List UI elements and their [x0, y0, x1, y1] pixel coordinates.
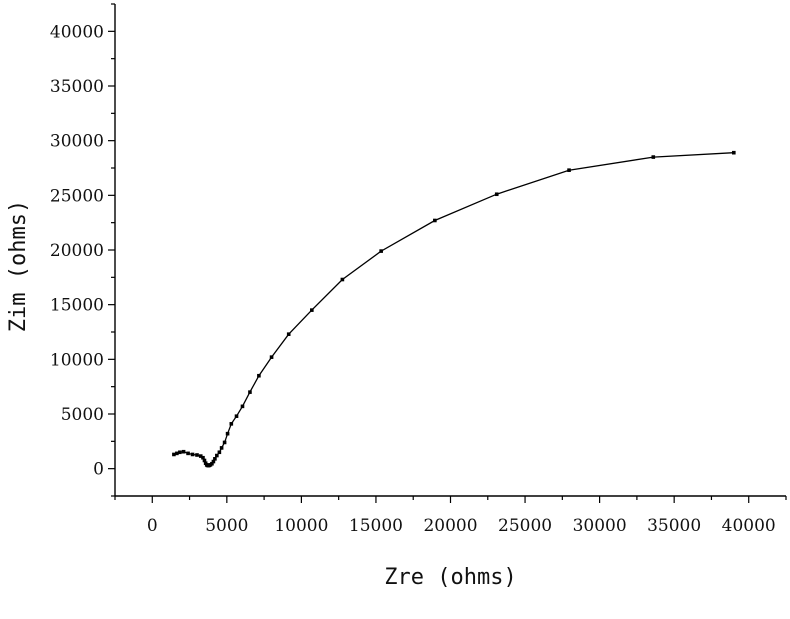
data-point: [178, 450, 182, 455]
data-point: [257, 373, 261, 378]
x-axis-ticks: 0 5000 10000 15000 20000 25000 30000 35000 40000: [114, 496, 787, 536]
data-point: [379, 249, 383, 253]
data-point: [201, 455, 205, 460]
data-point: [215, 453, 219, 458]
data-point: [732, 150, 736, 155]
data-point: [219, 446, 224, 450]
data-point: [567, 168, 571, 172]
x-tick-label: 20000: [423, 516, 477, 536]
x-tick-label: 15000: [349, 516, 403, 536]
y-tick-label: 35000: [50, 77, 104, 97]
y-tick-label: 20000: [50, 241, 104, 261]
data-point: [186, 451, 190, 456]
y-tick-label: 30000: [50, 132, 104, 152]
x-tick-label: 0: [147, 516, 158, 536]
x-tick-label: 30000: [573, 516, 627, 536]
data-point: [286, 332, 291, 336]
y-axis-ticks: 0 5000 10000 15000 20000 25000 30000 35000 40000: [50, 3, 115, 497]
data-point: [213, 457, 217, 461]
plot-area: [172, 150, 736, 468]
data-point: [175, 451, 179, 456]
data-point: [340, 277, 345, 282]
y-tick-label: 0: [93, 460, 104, 480]
y-axis-title: Zim (ohms): [6, 200, 31, 332]
data-point: [210, 461, 214, 466]
x-tick-label: 25000: [498, 516, 552, 536]
data-point: [248, 390, 252, 394]
data-point: [433, 218, 437, 223]
y-tick-label: 25000: [50, 186, 104, 206]
x-tick-label: 5000: [205, 516, 248, 536]
data-point: [229, 422, 234, 426]
x-tick-label: 10000: [274, 516, 328, 536]
y-tick-label: 10000: [50, 350, 104, 370]
data-point: [651, 155, 656, 159]
data-point: [222, 440, 227, 445]
data-point: [190, 452, 195, 457]
x-tick-label: 35000: [647, 516, 701, 536]
data-point: [211, 459, 216, 464]
data-point: [202, 458, 207, 463]
data-point: [217, 450, 222, 455]
data-point: [225, 431, 230, 436]
y-tick-label: 40000: [50, 22, 104, 42]
x-axis-title: Zre (ohms): [384, 565, 516, 590]
x-tick-label: 40000: [722, 516, 776, 536]
y-tick-label: 5000: [61, 405, 104, 425]
data-point: [198, 454, 203, 458]
data-point: [310, 308, 314, 312]
data-point: [172, 452, 176, 457]
data-point: [181, 449, 186, 454]
data-point: [195, 453, 199, 457]
y-tick-label: 15000: [50, 296, 104, 316]
data-point: [494, 192, 499, 197]
series-line: [173, 152, 734, 467]
data-point: [269, 355, 274, 359]
data-point: [240, 404, 245, 409]
axes: [114, 4, 786, 497]
data-point: [234, 414, 239, 418]
